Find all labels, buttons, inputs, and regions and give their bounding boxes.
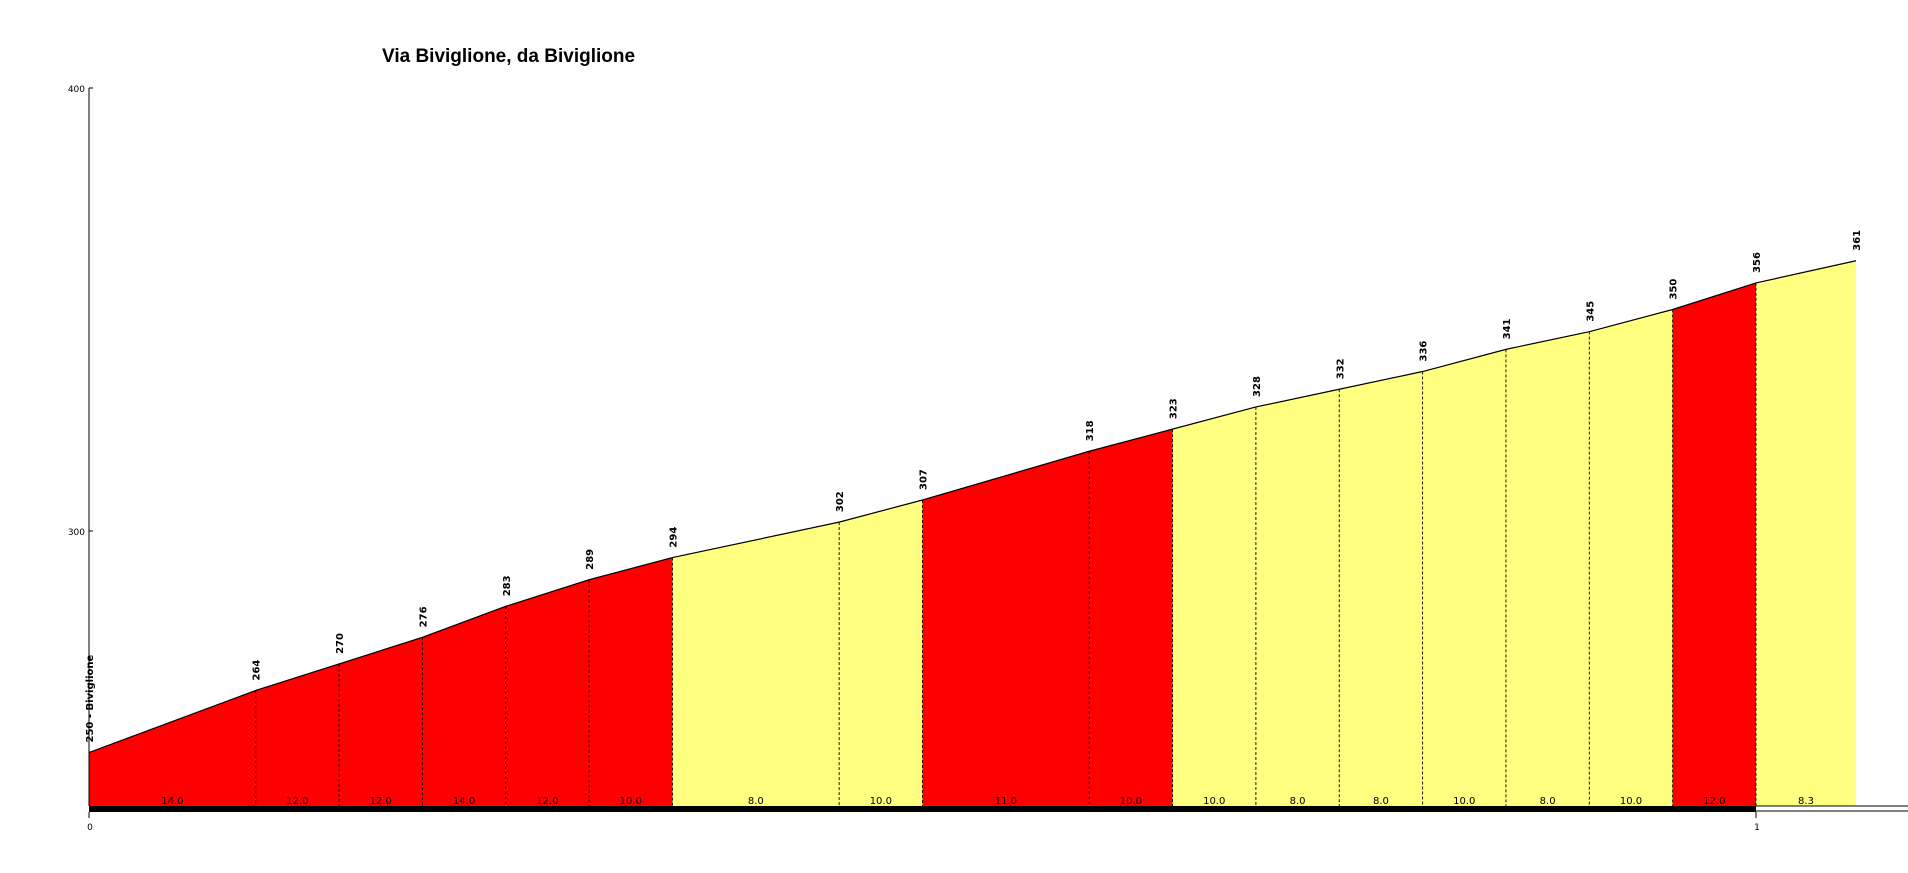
segment-area — [839, 499, 923, 806]
gradient-label: 10.0 — [1203, 796, 1225, 807]
gradient-labels: 14.0 12.0 12.0 14.0 12.0 10.0 8.0 10.0 11.0 10.0 1… — [161, 796, 1814, 807]
elevation-label: 307 — [919, 469, 930, 490]
gradient-label: 10.0 — [620, 796, 642, 807]
gradient-label: 8.0 — [1290, 796, 1306, 807]
segment-area — [505, 579, 590, 806]
start-elevation-label: 250 - Biviglione — [85, 655, 96, 743]
segment-area — [255, 663, 340, 806]
segment-area — [89, 690, 256, 806]
x-tick-label-0: 0 — [87, 823, 93, 833]
elevation-label: 283 — [502, 575, 513, 596]
gradient-label: 10.0 — [1453, 796, 1475, 807]
segment-dividers — [255, 282, 1757, 806]
gradient-label: 10.0 — [1620, 796, 1642, 807]
gradient-areas — [89, 260, 1857, 806]
elevation-label: 276 — [418, 606, 429, 627]
elevation-label: 302 — [835, 491, 846, 512]
elevation-label: 323 — [1169, 398, 1180, 419]
elevation-label: 350 — [1669, 279, 1680, 300]
elevation-label: 294 — [668, 527, 679, 548]
x-axis-bar — [89, 806, 1756, 812]
elevation-label: 270 — [335, 633, 346, 654]
segment-area — [672, 522, 840, 806]
segment-area — [1589, 309, 1673, 806]
segment-area — [1422, 349, 1506, 806]
segment-area — [1255, 389, 1340, 806]
gradient-label: 8.3 — [1798, 796, 1814, 807]
segment-area — [1172, 406, 1256, 806]
segment-area — [589, 557, 673, 806]
gradient-label: 8.0 — [748, 796, 764, 807]
elevation-label: 318 — [1085, 420, 1096, 441]
y-tick-label-400: 400 — [68, 85, 85, 95]
elevation-label: 356 — [1752, 252, 1763, 273]
gradient-label: 10.0 — [1120, 796, 1142, 807]
gradient-label: 12.0 — [370, 796, 392, 807]
x-tick-label-1: 1 — [1754, 823, 1760, 833]
y-tick-label-300: 300 — [68, 528, 85, 538]
elevation-label: 336 — [1419, 341, 1430, 362]
elevation-labels: 250 - Biviglione 264 270 276 283 289 294 302 307… — [85, 230, 1863, 743]
gradient-label: 12.0 — [536, 796, 558, 807]
gradient-label: 12.0 — [1703, 796, 1725, 807]
elevation-profile-line — [88, 260, 1857, 754]
axes: 400 300 0 1 — [68, 85, 1908, 833]
elevation-label: 345 — [1585, 301, 1596, 322]
segment-area — [922, 451, 1090, 806]
elevation-label: 341 — [1502, 318, 1513, 339]
gradient-label: 8.0 — [1540, 796, 1556, 807]
elevation-label: 328 — [1252, 376, 1263, 397]
segment-area — [1756, 260, 1857, 806]
segment-area — [1505, 331, 1590, 806]
gradient-label: 8.0 — [1373, 796, 1389, 807]
chart-title: Via Biviglione, da Biviglione — [382, 46, 635, 67]
segment-area — [1672, 282, 1756, 806]
segment-area — [1339, 371, 1423, 806]
gradient-label: 12.0 — [286, 796, 308, 807]
segment-area — [422, 606, 506, 806]
elevation-label: 289 — [585, 549, 596, 570]
segment-area — [339, 637, 423, 806]
gradient-label: 14.0 — [161, 796, 183, 807]
elevation-label: 361 — [1852, 230, 1863, 251]
gradient-label: 11.0 — [995, 796, 1017, 807]
elevation-label: 264 — [252, 660, 263, 681]
segment-area — [1089, 429, 1173, 806]
gradient-label: 14.0 — [453, 796, 475, 807]
elevation-label: 332 — [1335, 358, 1346, 379]
gradient-label: 10.0 — [870, 796, 892, 807]
